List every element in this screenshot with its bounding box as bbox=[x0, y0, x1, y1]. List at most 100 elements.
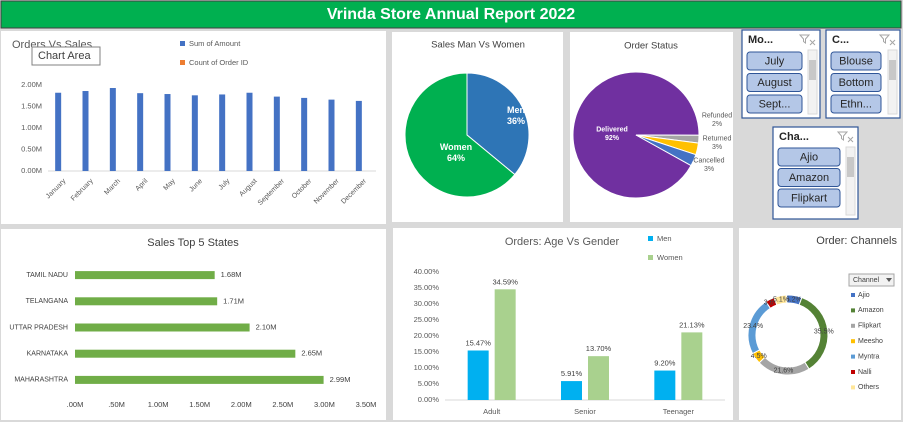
bar bbox=[191, 95, 198, 171]
x-tick-label: 3.00M bbox=[314, 400, 335, 409]
slice-value: 36% bbox=[507, 116, 525, 126]
legend-swatch bbox=[851, 385, 855, 390]
x-tick-label: Adult bbox=[483, 407, 501, 416]
slicer-item-label[interactable]: Bottom bbox=[839, 77, 874, 89]
y-tick-label: 0.50M bbox=[21, 144, 42, 153]
chart-title: Sales Top 5 States bbox=[147, 237, 239, 249]
y-tick-label: 0.00M bbox=[21, 166, 42, 175]
slicer-item[interactable] bbox=[746, 94, 803, 114]
scrollbar[interactable] bbox=[887, 49, 898, 115]
bar bbox=[246, 92, 253, 171]
slice-value: 92% bbox=[605, 135, 620, 142]
slicer-item[interactable] bbox=[830, 94, 882, 114]
slice-value: 5.1% bbox=[773, 297, 789, 304]
y-tick-label: TELANGANA bbox=[26, 298, 69, 305]
y-tick-label: UTTAR PRADESH bbox=[9, 324, 68, 331]
slice-value: 23.4% bbox=[743, 323, 763, 330]
data-label: 34.59% bbox=[492, 277, 518, 286]
bar bbox=[588, 356, 609, 400]
bar bbox=[654, 370, 676, 400]
chart-title: Sales Man Vs Women bbox=[431, 40, 525, 51]
slicer-item[interactable] bbox=[830, 73, 882, 92]
x-tick-label: 3.50M bbox=[356, 400, 377, 409]
slicer-item[interactable] bbox=[777, 168, 841, 187]
bar bbox=[75, 349, 296, 358]
y-tick-label: 30.00% bbox=[414, 299, 440, 308]
y-tick-label: 15.00% bbox=[414, 347, 440, 356]
slicer-item-label[interactable]: Blouse bbox=[839, 55, 873, 67]
legend-swatch bbox=[851, 293, 855, 297]
x-tick-label: Teenager bbox=[663, 407, 695, 416]
x-tick-label: Senior bbox=[574, 407, 596, 416]
slice-value: 21.6% bbox=[774, 368, 794, 375]
slicer-item-label[interactable]: Sept... bbox=[759, 98, 791, 110]
scrollbar[interactable] bbox=[807, 49, 818, 115]
slicer-item-label[interactable]: Ethn... bbox=[840, 98, 872, 110]
scroll-thumb[interactable] bbox=[889, 60, 896, 80]
legend-label: Nalli bbox=[858, 369, 872, 376]
chart-title: Order: Channels bbox=[816, 235, 897, 247]
legend-label: Amazon bbox=[858, 307, 884, 314]
y-tick-label: 25.00% bbox=[414, 315, 440, 324]
slicer-title: Cha... bbox=[779, 131, 809, 143]
legend-swatch bbox=[851, 370, 855, 374]
legend-swatch bbox=[648, 236, 653, 241]
y-tick-label: 35.00% bbox=[414, 283, 440, 292]
scroll-thumb[interactable] bbox=[809, 60, 816, 80]
legend-label: Flipkart bbox=[858, 323, 881, 330]
legend-swatch bbox=[851, 323, 855, 328]
slicer-item-label[interactable]: August bbox=[757, 77, 791, 89]
bar bbox=[75, 375, 324, 384]
y-tick-label: 2.00M bbox=[21, 80, 42, 89]
slicer-item[interactable] bbox=[746, 51, 803, 71]
data-label: 2.65M bbox=[301, 349, 322, 358]
slice-value: 3.6% bbox=[764, 300, 780, 307]
y-tick-label: 10.00% bbox=[414, 363, 440, 372]
bar bbox=[75, 323, 250, 332]
slice-label: Delivered bbox=[596, 127, 628, 134]
bar bbox=[164, 94, 171, 171]
scroll-thumb[interactable] bbox=[847, 157, 854, 177]
slicer-item-label[interactable]: Ajio bbox=[800, 151, 818, 163]
legend-filter[interactable] bbox=[848, 273, 895, 287]
filter-icon[interactable] bbox=[798, 34, 816, 46]
legend-label: Myntra bbox=[858, 353, 880, 360]
y-tick-label: 0.00% bbox=[418, 395, 440, 404]
slice-label: Cancelled bbox=[693, 158, 724, 165]
legend-label: Count of Order ID bbox=[189, 58, 249, 67]
legend-title: Channel bbox=[853, 277, 880, 284]
slice-value: 3% bbox=[704, 166, 714, 173]
scrollbar[interactable] bbox=[845, 146, 856, 216]
y-tick-label: 1.00M bbox=[21, 123, 42, 132]
slicer-item-label[interactable]: Flipkart bbox=[791, 192, 827, 204]
slicer-item-label[interactable]: Amazon bbox=[789, 172, 829, 184]
legend-label: Men bbox=[657, 234, 672, 243]
filter-icon[interactable] bbox=[878, 34, 896, 46]
y-tick-label: KARNATAKA bbox=[27, 351, 69, 358]
slice-value: 35.5% bbox=[814, 328, 834, 335]
slicer-item[interactable] bbox=[777, 188, 841, 208]
bar bbox=[561, 381, 582, 400]
data-label: 9.20% bbox=[654, 359, 676, 368]
pie-slice bbox=[466, 72, 530, 176]
bar bbox=[109, 88, 116, 171]
slice-value: 3% bbox=[712, 144, 722, 151]
x-tick-label: .50M bbox=[108, 400, 125, 409]
data-label: 1.71M bbox=[223, 296, 244, 305]
slicer-item[interactable] bbox=[830, 51, 882, 71]
slicer-item[interactable] bbox=[746, 73, 803, 92]
y-tick-label: 1.50M bbox=[21, 101, 42, 110]
x-tick-label: 2.00M bbox=[231, 400, 252, 409]
dashboard-title: Vrinda Store Annual Report 2022 bbox=[327, 6, 575, 23]
bar bbox=[301, 97, 308, 171]
slicer-item[interactable] bbox=[777, 147, 841, 167]
slicer-title: C... bbox=[832, 34, 849, 46]
legend-label: Meesho bbox=[858, 338, 883, 345]
bar bbox=[355, 100, 362, 171]
filter-icon[interactable] bbox=[836, 131, 854, 143]
bar bbox=[75, 271, 215, 280]
data-label: 21.13% bbox=[679, 320, 705, 329]
slicer-item-label[interactable]: July bbox=[765, 55, 785, 67]
bar bbox=[494, 289, 516, 400]
